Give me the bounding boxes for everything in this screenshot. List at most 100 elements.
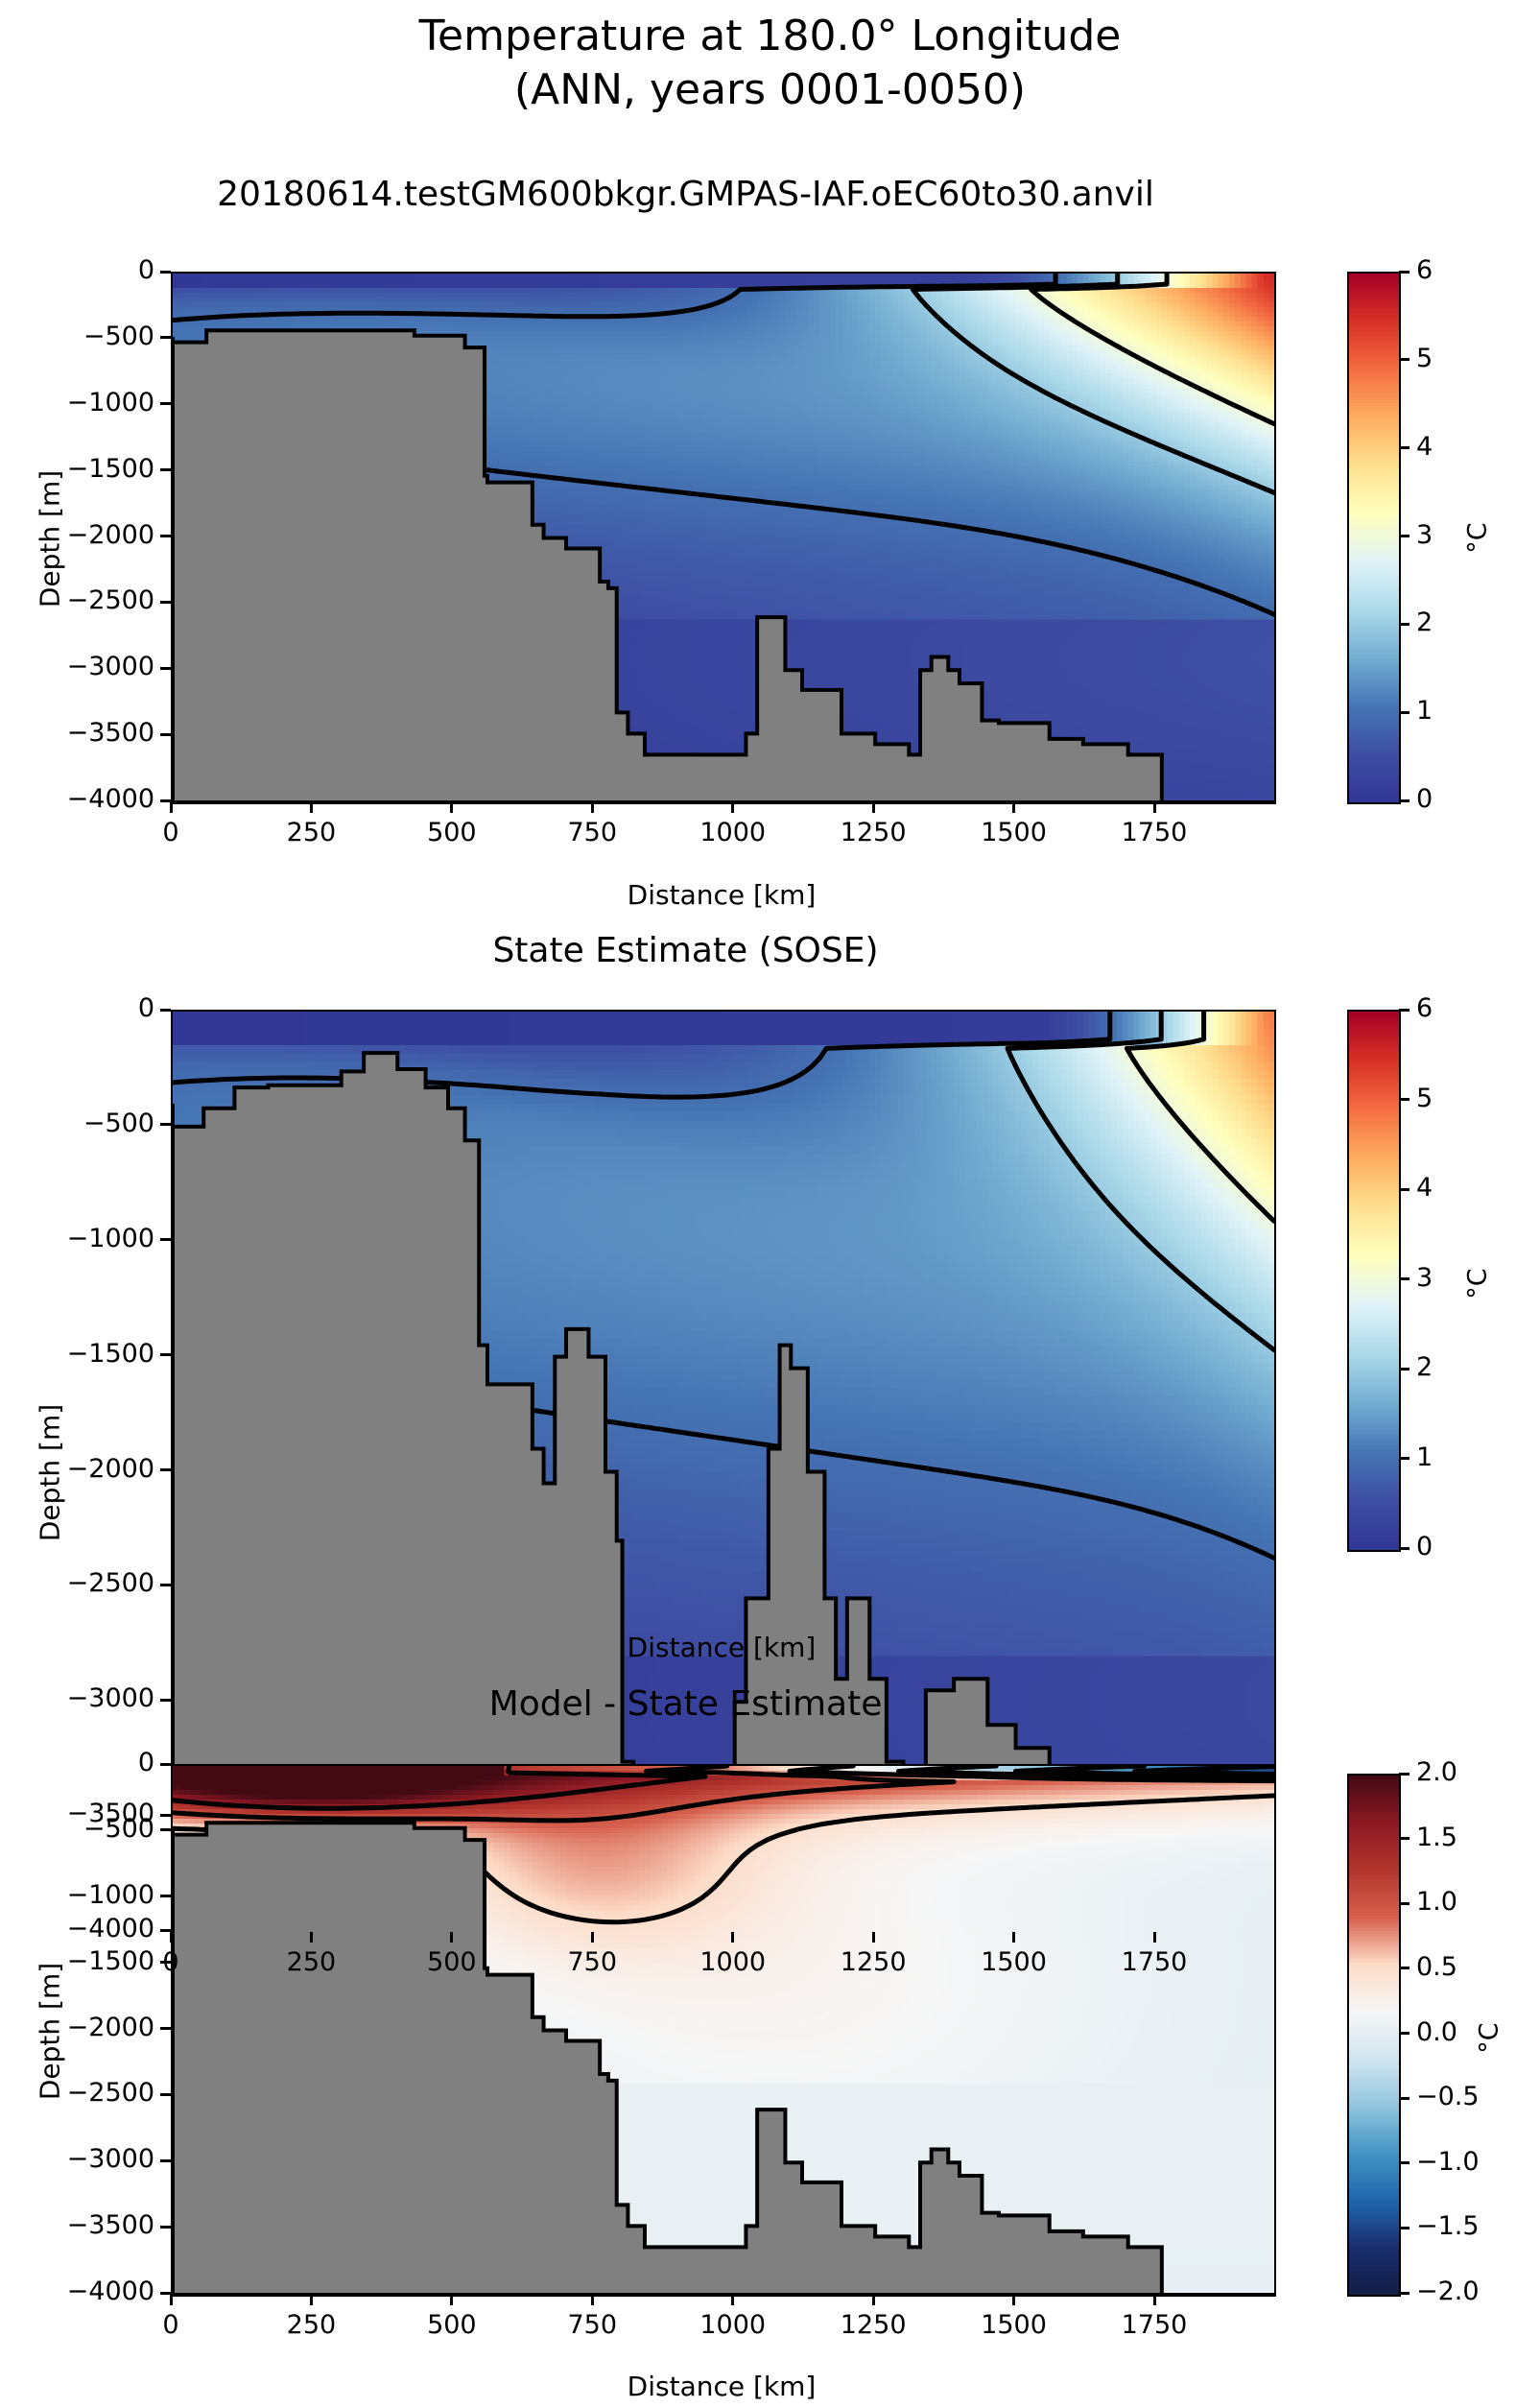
panel-1-xtick bbox=[450, 802, 453, 813]
panel-2-ytick bbox=[160, 1468, 171, 1471]
panel-1-axes[interactable] bbox=[171, 272, 1276, 804]
colorbar-3-tick bbox=[1399, 2097, 1410, 2100]
panel-1-colorbar-label: °C bbox=[1463, 510, 1493, 567]
colorbar-1-tick bbox=[1399, 799, 1410, 802]
colorbar-1-tick bbox=[1399, 623, 1410, 626]
panel-1-ytick bbox=[160, 468, 171, 471]
panel-2-xtick-label: 1750 bbox=[1078, 1947, 1231, 1977]
panel-3-ytick bbox=[160, 1895, 171, 1897]
panel-3-xtick bbox=[1153, 2295, 1156, 2305]
colorbar-2-tick bbox=[1399, 1009, 1410, 1012]
colorbar-1-tick bbox=[1399, 535, 1410, 537]
colorbar-1-tick-label: 0 bbox=[1416, 784, 1433, 814]
panel-1-colorbar[interactable] bbox=[1347, 272, 1401, 804]
colorbar-3-tick-label: 1.0 bbox=[1416, 1887, 1457, 1917]
figure-suptitle-line1: Temperature at 180.0° Longitude bbox=[0, 10, 1540, 63]
panel-2-xtick-label: 1250 bbox=[796, 1947, 950, 1977]
panel-3-colorbar-label: °C bbox=[1475, 2010, 1504, 2067]
panel-3-xlabel: Distance [km] bbox=[171, 2371, 1272, 2402]
panel-3-ytick bbox=[160, 1763, 171, 1766]
panel-1-ytick bbox=[160, 535, 171, 537]
panel-3-xtick bbox=[591, 2295, 594, 2305]
panel-3-colorbar[interactable] bbox=[1347, 1774, 1401, 2297]
colorbar-3-tick-label: −0.5 bbox=[1416, 2082, 1480, 2111]
colorbar-3-tick-label: 2.0 bbox=[1416, 1757, 1457, 1787]
panel-3-xtick bbox=[731, 2295, 734, 2305]
panel-1-xlabel: Distance [km] bbox=[171, 879, 1272, 911]
panel-2-ytick-label: −2500 bbox=[0, 1568, 154, 1598]
panel-3-bathymetry bbox=[173, 1823, 1274, 2295]
panel-2-xtick bbox=[731, 1932, 734, 1943]
panel-1-title: 20180614.testGM600bkgr.GMPAS-IAF.oEC60to… bbox=[0, 175, 1371, 214]
panel-2-xtick-label: 1500 bbox=[937, 1947, 1091, 1977]
colorbar-3-tick bbox=[1399, 2032, 1410, 2035]
panel-1-ytick-label: −500 bbox=[0, 322, 154, 351]
colorbar-2-tick bbox=[1399, 1368, 1410, 1371]
panel-3-xtick-label: 1500 bbox=[937, 2310, 1091, 2340]
panel-3-xtick bbox=[872, 2295, 875, 2305]
panel-1-xtick-label: 750 bbox=[515, 818, 669, 847]
panel-3-ytick bbox=[160, 2027, 171, 2030]
panel-3-ytick-label: −3000 bbox=[0, 2144, 154, 2174]
panel-2-ytick bbox=[160, 1699, 171, 1702]
panel-3-xtick-label: 500 bbox=[375, 2310, 529, 2340]
panel-3-xtick-label: 1250 bbox=[796, 2310, 950, 2340]
panel-3-xtick bbox=[170, 2295, 173, 2305]
colorbar-3-tick bbox=[1399, 2227, 1410, 2229]
panel-2-ytick bbox=[160, 1814, 171, 1817]
panel-3-xtick bbox=[450, 2295, 453, 2305]
colorbar-2-tick bbox=[1399, 1457, 1410, 1460]
colorbar-2-tick-label: 2 bbox=[1416, 1352, 1433, 1382]
panel-1-xtick bbox=[1153, 802, 1156, 813]
colorbar-1-tick-label: 2 bbox=[1416, 608, 1433, 637]
panel-3-ytick-label: −1000 bbox=[0, 1880, 154, 1910]
panel-3-xtick-label: 0 bbox=[94, 2310, 248, 2340]
colorbar-1-tick-label: 1 bbox=[1416, 696, 1433, 726]
colorbar-3-tick bbox=[1399, 2161, 1410, 2164]
panel-2-xtick-label: 500 bbox=[375, 1947, 529, 1977]
panel-1-xtick-label: 0 bbox=[94, 818, 248, 847]
panel-3-ytick bbox=[160, 2159, 171, 2162]
panel-3-ytick-label: −1500 bbox=[0, 1946, 154, 1976]
figure-suptitle-line2: (ANN, years 0001-0050) bbox=[0, 63, 1540, 117]
panel-1-xtick bbox=[591, 802, 594, 813]
panel-1-xtick bbox=[872, 802, 875, 813]
colorbar-1-tick-label: 3 bbox=[1416, 520, 1433, 550]
panel-2-xtick-label: 250 bbox=[234, 1947, 388, 1977]
colorbar-1-tick bbox=[1399, 711, 1410, 714]
panel-1-ytick bbox=[160, 271, 171, 274]
colorbar-3-tick bbox=[1399, 1902, 1410, 1905]
panel-2-xlabel: Distance [km] bbox=[171, 1632, 1272, 1663]
panel-1-ytick-label: −2000 bbox=[0, 520, 154, 550]
panel-3-contour-layer bbox=[173, 1766, 1274, 2295]
panel-1-xtick bbox=[1012, 802, 1015, 813]
colorbar-3-tick-label: −1.0 bbox=[1416, 2147, 1480, 2177]
panel-2-ytick-label: −4000 bbox=[0, 1914, 154, 1943]
panel-3-axes[interactable] bbox=[171, 1764, 1276, 2297]
colorbar-2-tick bbox=[1399, 1188, 1410, 1191]
panel-2-xtick bbox=[450, 1932, 453, 1943]
colorbar-2-tick bbox=[1399, 1547, 1410, 1550]
colorbar-3-tick-label: 0.5 bbox=[1416, 1952, 1457, 1982]
colorbar-2-tick bbox=[1399, 1098, 1410, 1101]
panel-2-xtick bbox=[872, 1932, 875, 1943]
panel-3-ytick bbox=[160, 1828, 171, 1831]
panel-2-colorbar-label: °C bbox=[1463, 1255, 1493, 1313]
panel-2-colorbar[interactable] bbox=[1347, 1010, 1401, 1552]
colorbar-3-tick bbox=[1399, 1773, 1410, 1776]
panel-2-ytick bbox=[160, 1009, 171, 1012]
panel-2-ytick-label: −500 bbox=[0, 1109, 154, 1138]
panel-2-ytick-label: −1000 bbox=[0, 1224, 154, 1253]
colorbar-1-tick-label: 6 bbox=[1416, 255, 1433, 285]
colorbar-2-tick bbox=[1399, 1277, 1410, 1280]
panel-1-ytick bbox=[160, 601, 171, 604]
panel-1-ytick bbox=[160, 336, 171, 339]
panel-2-xtick bbox=[310, 1932, 313, 1943]
colorbar-3-tick bbox=[1399, 1837, 1410, 1840]
panel-3-ytick-label: −500 bbox=[0, 1814, 154, 1844]
panel-2-ytick-label: −3000 bbox=[0, 1683, 154, 1713]
panel-2-title: State Estimate (SOSE) bbox=[0, 931, 1371, 970]
panel-1-xtick bbox=[170, 802, 173, 813]
panel-2-xtick bbox=[170, 1932, 173, 1943]
panel-2-ytick-label: −2000 bbox=[0, 1454, 154, 1484]
